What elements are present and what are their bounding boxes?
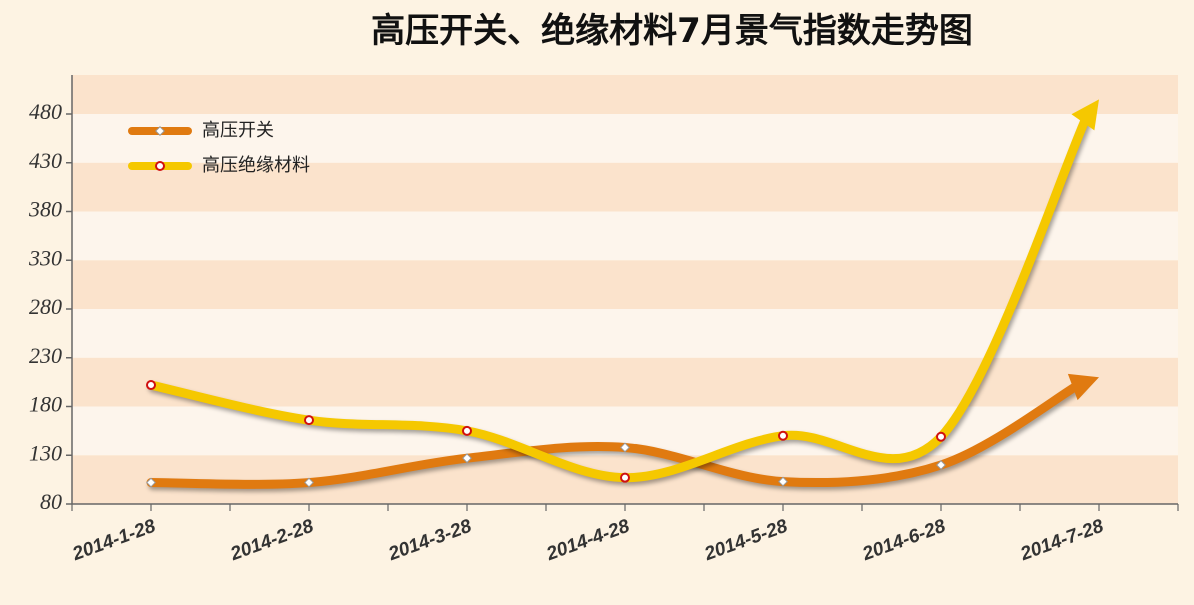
point-marker <box>146 477 156 488</box>
y-tick-label: 230 <box>29 343 62 368</box>
stripe <box>72 211 1178 261</box>
x-tick-label: 2014-2-28 <box>227 516 317 566</box>
chart-title: 高压开关、绝缘材料7月景气指数走势图 <box>371 11 973 51</box>
stripe <box>72 162 1178 212</box>
legend-marker <box>155 126 165 136</box>
series-line <box>146 112 1091 483</box>
y-tick-label: 80 <box>40 489 62 514</box>
x-tick-label: 2014-6-28 <box>859 516 949 566</box>
y-tick-label: 330 <box>28 245 62 270</box>
x-tick-label: 2014-3-28 <box>385 516 475 566</box>
x-tick-label: 2014-5-28 <box>701 516 791 566</box>
x-tick-label: 2014-1-28 <box>69 516 159 566</box>
y-tick-label: 480 <box>29 99 62 124</box>
point-marker <box>936 431 946 442</box>
point-marker <box>778 430 788 441</box>
stripe <box>72 75 1178 114</box>
y-tick-label: 180 <box>29 392 62 417</box>
stripe <box>72 114 1178 163</box>
x-tick-label: 2014-7-28 <box>1017 516 1107 566</box>
y-tick-label: 130 <box>29 440 62 465</box>
arrow-head <box>1071 99 1099 131</box>
plot-background <box>72 75 1178 504</box>
point-marker <box>620 442 630 453</box>
arrow-head <box>1067 373 1099 401</box>
point-marker <box>146 380 156 391</box>
point-marker <box>462 453 472 464</box>
point-marker <box>620 472 630 483</box>
legend-marker <box>155 161 165 171</box>
y-tick-label: 280 <box>29 294 62 319</box>
legend-label: 高压绝缘材料 <box>202 155 310 176</box>
stripe <box>72 309 1178 358</box>
point-marker <box>936 460 946 470</box>
stripe <box>72 260 1178 309</box>
legend-label: 高压开关 <box>202 120 274 141</box>
point-marker <box>778 476 788 487</box>
y-tick-label: 430 <box>29 148 62 173</box>
point-marker <box>304 415 314 426</box>
y-tick-label: 380 <box>28 197 62 222</box>
point-marker <box>304 477 314 488</box>
stripe <box>72 357 1178 407</box>
point-marker <box>462 425 472 436</box>
x-tick-label: 2014-4-28 <box>543 516 633 566</box>
